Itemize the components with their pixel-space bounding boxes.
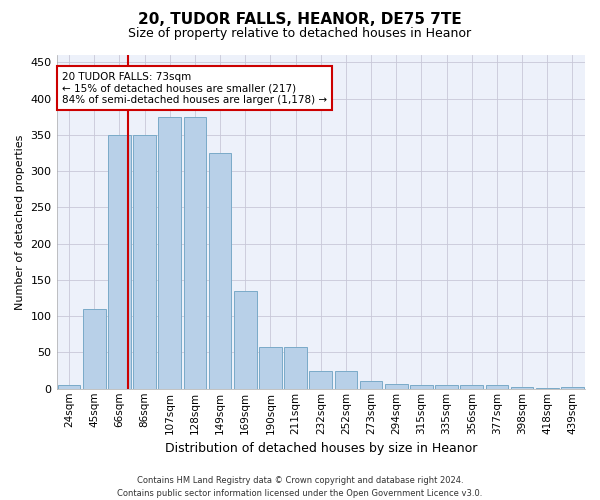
Bar [511, 386, 533, 389]
Text: Size of property relative to detached houses in Heanor: Size of property relative to detached ho… [128, 28, 472, 40]
Bar [410, 385, 433, 389]
Bar [83, 309, 106, 389]
X-axis label: Distribution of detached houses by size in Heanor: Distribution of detached houses by size … [164, 442, 477, 455]
Bar [209, 153, 232, 389]
Bar [108, 135, 131, 389]
Bar [284, 348, 307, 389]
Bar [310, 370, 332, 389]
Text: Contains HM Land Registry data © Crown copyright and database right 2024.
Contai: Contains HM Land Registry data © Crown c… [118, 476, 482, 498]
Bar [133, 135, 156, 389]
Text: 20 TUDOR FALLS: 73sqm
← 15% of detached houses are smaller (217)
84% of semi-det: 20 TUDOR FALLS: 73sqm ← 15% of detached … [62, 72, 327, 105]
Bar [259, 348, 282, 389]
Bar [561, 386, 584, 389]
Bar [158, 116, 181, 389]
Bar [385, 384, 407, 389]
Bar [536, 388, 559, 389]
Bar [234, 291, 257, 389]
Bar [485, 385, 508, 389]
Bar [335, 370, 357, 389]
Bar [435, 385, 458, 389]
Bar [360, 381, 382, 389]
Bar [184, 116, 206, 389]
Bar [460, 385, 483, 389]
Text: 20, TUDOR FALLS, HEANOR, DE75 7TE: 20, TUDOR FALLS, HEANOR, DE75 7TE [138, 12, 462, 28]
Y-axis label: Number of detached properties: Number of detached properties [15, 134, 25, 310]
Bar [58, 385, 80, 389]
